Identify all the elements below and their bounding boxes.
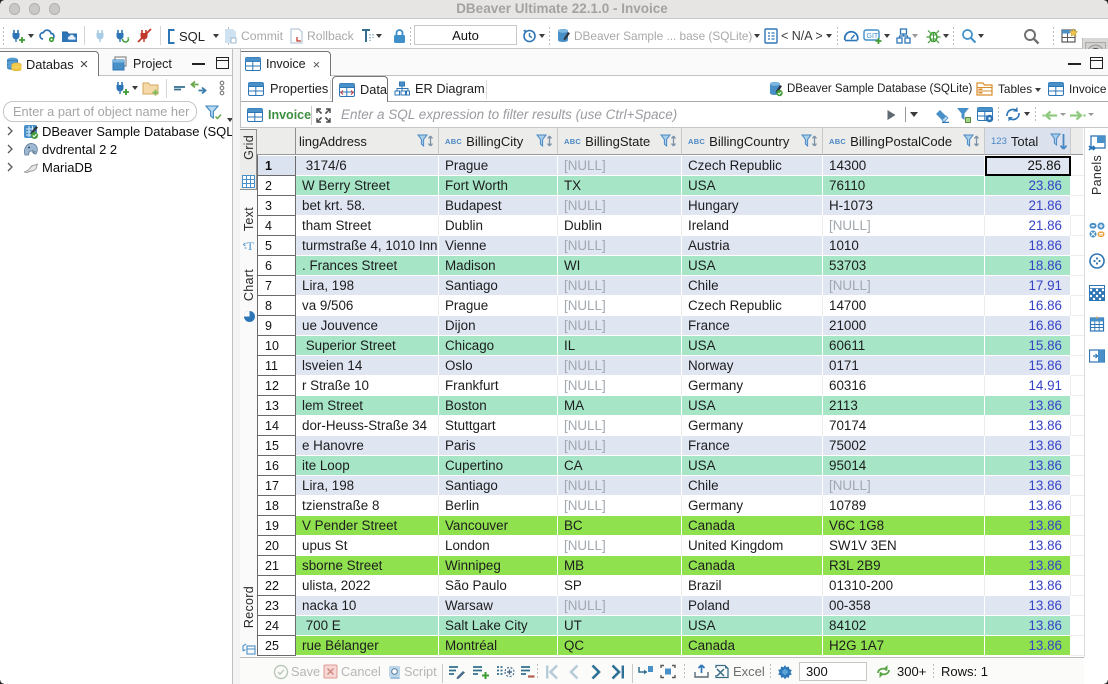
svg-text:T: T <box>247 239 255 253</box>
svg-text:GIT: GIT <box>867 33 879 40</box>
